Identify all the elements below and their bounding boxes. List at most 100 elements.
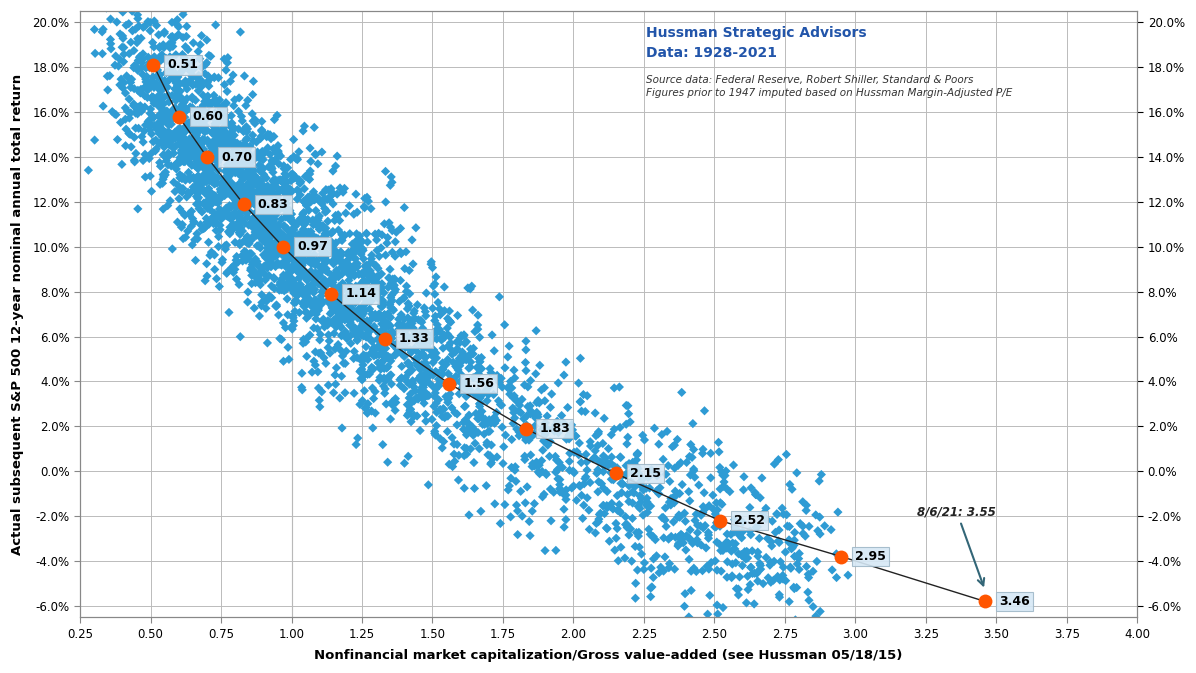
- Point: [188, 105, 207, 116]
- Point: [248, 147, 267, 157]
- Point: [146, 52, 165, 63]
- Point: [243, 162, 262, 173]
- Point: [194, 170, 213, 180]
- Point: [262, 161, 281, 172]
- Point: [409, 352, 428, 363]
- Point: [494, 458, 513, 469]
- Point: [102, 38, 121, 49]
- Point: [689, 480, 708, 491]
- Point: [224, 191, 243, 202]
- Point: [354, 308, 373, 319]
- Point: [300, 244, 319, 254]
- Point: [171, 147, 190, 158]
- Point: [376, 349, 395, 360]
- Point: [291, 251, 310, 262]
- Point: [194, 105, 213, 116]
- Point: [300, 166, 319, 176]
- Point: [304, 217, 323, 227]
- Point: [549, 378, 568, 388]
- Point: [630, 542, 649, 553]
- Point: [181, 123, 200, 134]
- Point: [129, 55, 148, 66]
- Point: [751, 564, 770, 575]
- Point: [305, 306, 324, 316]
- Point: [252, 125, 271, 136]
- Point: [417, 342, 437, 353]
- Point: [271, 242, 291, 252]
- Point: [358, 263, 377, 274]
- Point: [233, 186, 252, 197]
- Point: [240, 200, 260, 211]
- Point: [252, 209, 271, 220]
- Point: [158, 106, 177, 116]
- Point: [309, 219, 328, 230]
- Point: [240, 149, 260, 160]
- Point: [344, 305, 364, 316]
- Point: [338, 285, 358, 296]
- Point: [684, 464, 703, 474]
- Point: [130, 52, 150, 63]
- Point: [150, 42, 169, 53]
- Point: [423, 369, 443, 380]
- Point: [749, 546, 768, 557]
- Point: [647, 470, 666, 481]
- Point: [372, 357, 391, 368]
- Point: [343, 265, 362, 276]
- Point: [224, 267, 243, 278]
- Point: [190, 147, 209, 157]
- Point: [730, 530, 749, 540]
- Point: [513, 511, 532, 522]
- Point: [215, 79, 234, 90]
- Point: [267, 229, 286, 240]
- Point: [190, 125, 209, 135]
- Point: [427, 381, 446, 392]
- Point: [220, 170, 239, 181]
- Point: [431, 310, 450, 320]
- Point: [312, 296, 331, 307]
- Point: [268, 191, 287, 202]
- Point: [226, 190, 245, 201]
- Point: [200, 148, 219, 159]
- Point: [559, 425, 578, 435]
- Point: [165, 160, 184, 171]
- Point: [736, 546, 755, 557]
- Point: [264, 246, 283, 256]
- Point: [738, 553, 757, 563]
- Point: [289, 307, 309, 318]
- Point: [153, 81, 172, 92]
- Point: [167, 80, 187, 91]
- Point: [130, 51, 150, 62]
- Point: [222, 178, 242, 188]
- Point: [97, 3, 116, 13]
- Point: [183, 94, 202, 104]
- Point: [758, 573, 777, 583]
- Point: [234, 171, 254, 182]
- Point: [417, 365, 437, 376]
- Point: [160, 114, 179, 125]
- Point: [761, 560, 780, 571]
- Point: [271, 284, 291, 295]
- Point: [710, 484, 730, 495]
- Point: [147, 71, 166, 82]
- Point: [144, 79, 163, 90]
- Point: [202, 199, 221, 209]
- Point: [751, 493, 770, 503]
- Point: [456, 377, 475, 388]
- Point: [376, 343, 395, 354]
- Point: [264, 272, 283, 283]
- Point: [190, 121, 209, 132]
- Point: [154, 26, 173, 37]
- Point: [124, 45, 144, 56]
- Point: [341, 295, 360, 306]
- Point: [252, 300, 271, 311]
- Point: [208, 134, 227, 145]
- Point: [212, 130, 231, 141]
- Point: [440, 459, 459, 470]
- Point: [526, 325, 545, 336]
- Point: [201, 112, 220, 122]
- Point: [203, 112, 222, 123]
- Point: [341, 317, 360, 328]
- Point: [260, 236, 279, 246]
- Point: [221, 129, 240, 139]
- Point: [244, 135, 263, 146]
